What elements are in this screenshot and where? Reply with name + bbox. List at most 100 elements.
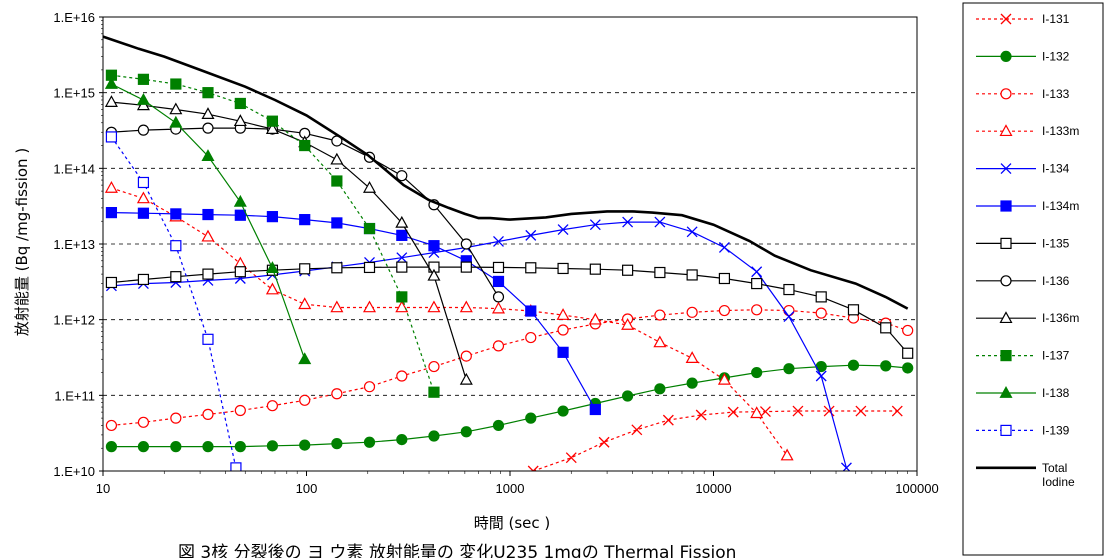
data-point — [492, 261, 505, 274]
data-point — [265, 261, 279, 273]
series-line — [111, 212, 596, 410]
data-point — [718, 242, 730, 253]
legend-label: I-139 — [1042, 423, 1070, 437]
legend: I-131 I-132 I-133 I-133m I-134 I-134m I-135 I-1… — [962, 2, 1104, 556]
data-point — [557, 262, 569, 275]
data-point — [631, 424, 643, 436]
data-point — [137, 441, 150, 453]
legend-entry: I-137 — [976, 349, 1070, 363]
data-point — [718, 272, 731, 285]
data-point — [493, 236, 504, 247]
y-tick-label: 1.E+10 — [53, 464, 95, 479]
data-point — [105, 419, 118, 432]
data-point — [104, 95, 118, 107]
legend-entry: I-134 — [976, 162, 1070, 176]
data-point — [137, 176, 150, 189]
legend-marker — [1000, 163, 1012, 175]
data-point — [751, 304, 763, 316]
data-point — [654, 216, 666, 228]
legend-label: I-134m — [1042, 199, 1079, 213]
data-point — [565, 452, 577, 464]
data-point — [589, 219, 601, 231]
data-point — [717, 372, 731, 385]
data-point — [234, 209, 246, 221]
legend-entry: I-133m — [976, 124, 1079, 138]
data-point — [137, 273, 150, 286]
data-point — [137, 73, 150, 85]
data-point — [783, 304, 795, 317]
data-point — [783, 283, 795, 296]
data-point — [880, 360, 892, 372]
data-point — [460, 238, 472, 250]
data-point — [298, 297, 312, 310]
data-point — [686, 269, 698, 281]
data-point — [331, 175, 343, 187]
x-tick-label: 100 — [296, 481, 318, 496]
data-point — [331, 217, 343, 229]
data-point — [855, 405, 867, 417]
legend-label: I-138 — [1042, 386, 1070, 400]
data-point — [902, 347, 914, 359]
data-point — [104, 77, 118, 89]
legend-marker — [1000, 13, 1012, 25]
data-point — [170, 208, 182, 220]
data-point — [265, 282, 279, 295]
data-point — [137, 207, 150, 219]
series-total-iodine — [103, 35, 909, 310]
data-point — [202, 122, 214, 134]
data-point — [686, 226, 698, 238]
data-point — [266, 115, 279, 127]
data-point — [780, 448, 794, 461]
legend-label: I-135 — [1042, 236, 1070, 250]
legend-marker — [1000, 424, 1012, 436]
data-point — [427, 268, 441, 281]
data-point — [169, 102, 183, 115]
x-tick-label: 10 — [96, 481, 110, 496]
data-point — [428, 430, 440, 442]
data-point — [299, 263, 311, 275]
legend-label: I-133m — [1042, 124, 1079, 138]
legend-marker — [1000, 88, 1012, 100]
series-line — [103, 35, 909, 310]
x-axis-tick-labels: 10 100 1000 10000 100000 — [96, 471, 939, 496]
data-point — [298, 352, 312, 365]
data-point — [759, 406, 771, 418]
y-axis-label: 放射能量 (Bq /mg-fission ) — [13, 148, 31, 336]
data-point — [299, 214, 311, 226]
data-point — [396, 370, 408, 382]
data-point — [330, 300, 344, 313]
legend-label: I-133 — [1042, 87, 1070, 101]
legend-entry: I-138 — [976, 386, 1070, 400]
data-point — [598, 436, 610, 448]
legend-label: I-131 — [1042, 12, 1070, 26]
legend-marker — [999, 311, 1013, 324]
data-point — [170, 271, 182, 283]
data-point — [525, 412, 537, 424]
legend-box — [962, 2, 1104, 556]
data-point — [525, 305, 537, 317]
data-point — [201, 149, 215, 161]
data-point — [362, 300, 377, 313]
legend-entry: I-133 — [976, 87, 1070, 101]
data-point — [136, 191, 150, 204]
data-point — [202, 408, 214, 420]
data-point — [847, 359, 860, 371]
data-point — [330, 152, 344, 165]
data-point — [622, 216, 634, 228]
data-point — [363, 381, 376, 393]
data-point — [428, 360, 440, 373]
data-point — [137, 124, 150, 136]
legend-label: Total — [1042, 461, 1067, 475]
data-point — [815, 370, 827, 382]
y-tick-label: 1.E+12 — [53, 313, 95, 328]
data-point — [588, 312, 602, 325]
plot-area — [102, 16, 918, 472]
data-point — [396, 229, 408, 241]
data-point — [234, 97, 246, 110]
data-point — [527, 465, 539, 471]
legend-entry: I-135 — [976, 236, 1070, 250]
data-point — [557, 346, 569, 358]
data-point — [230, 462, 242, 471]
